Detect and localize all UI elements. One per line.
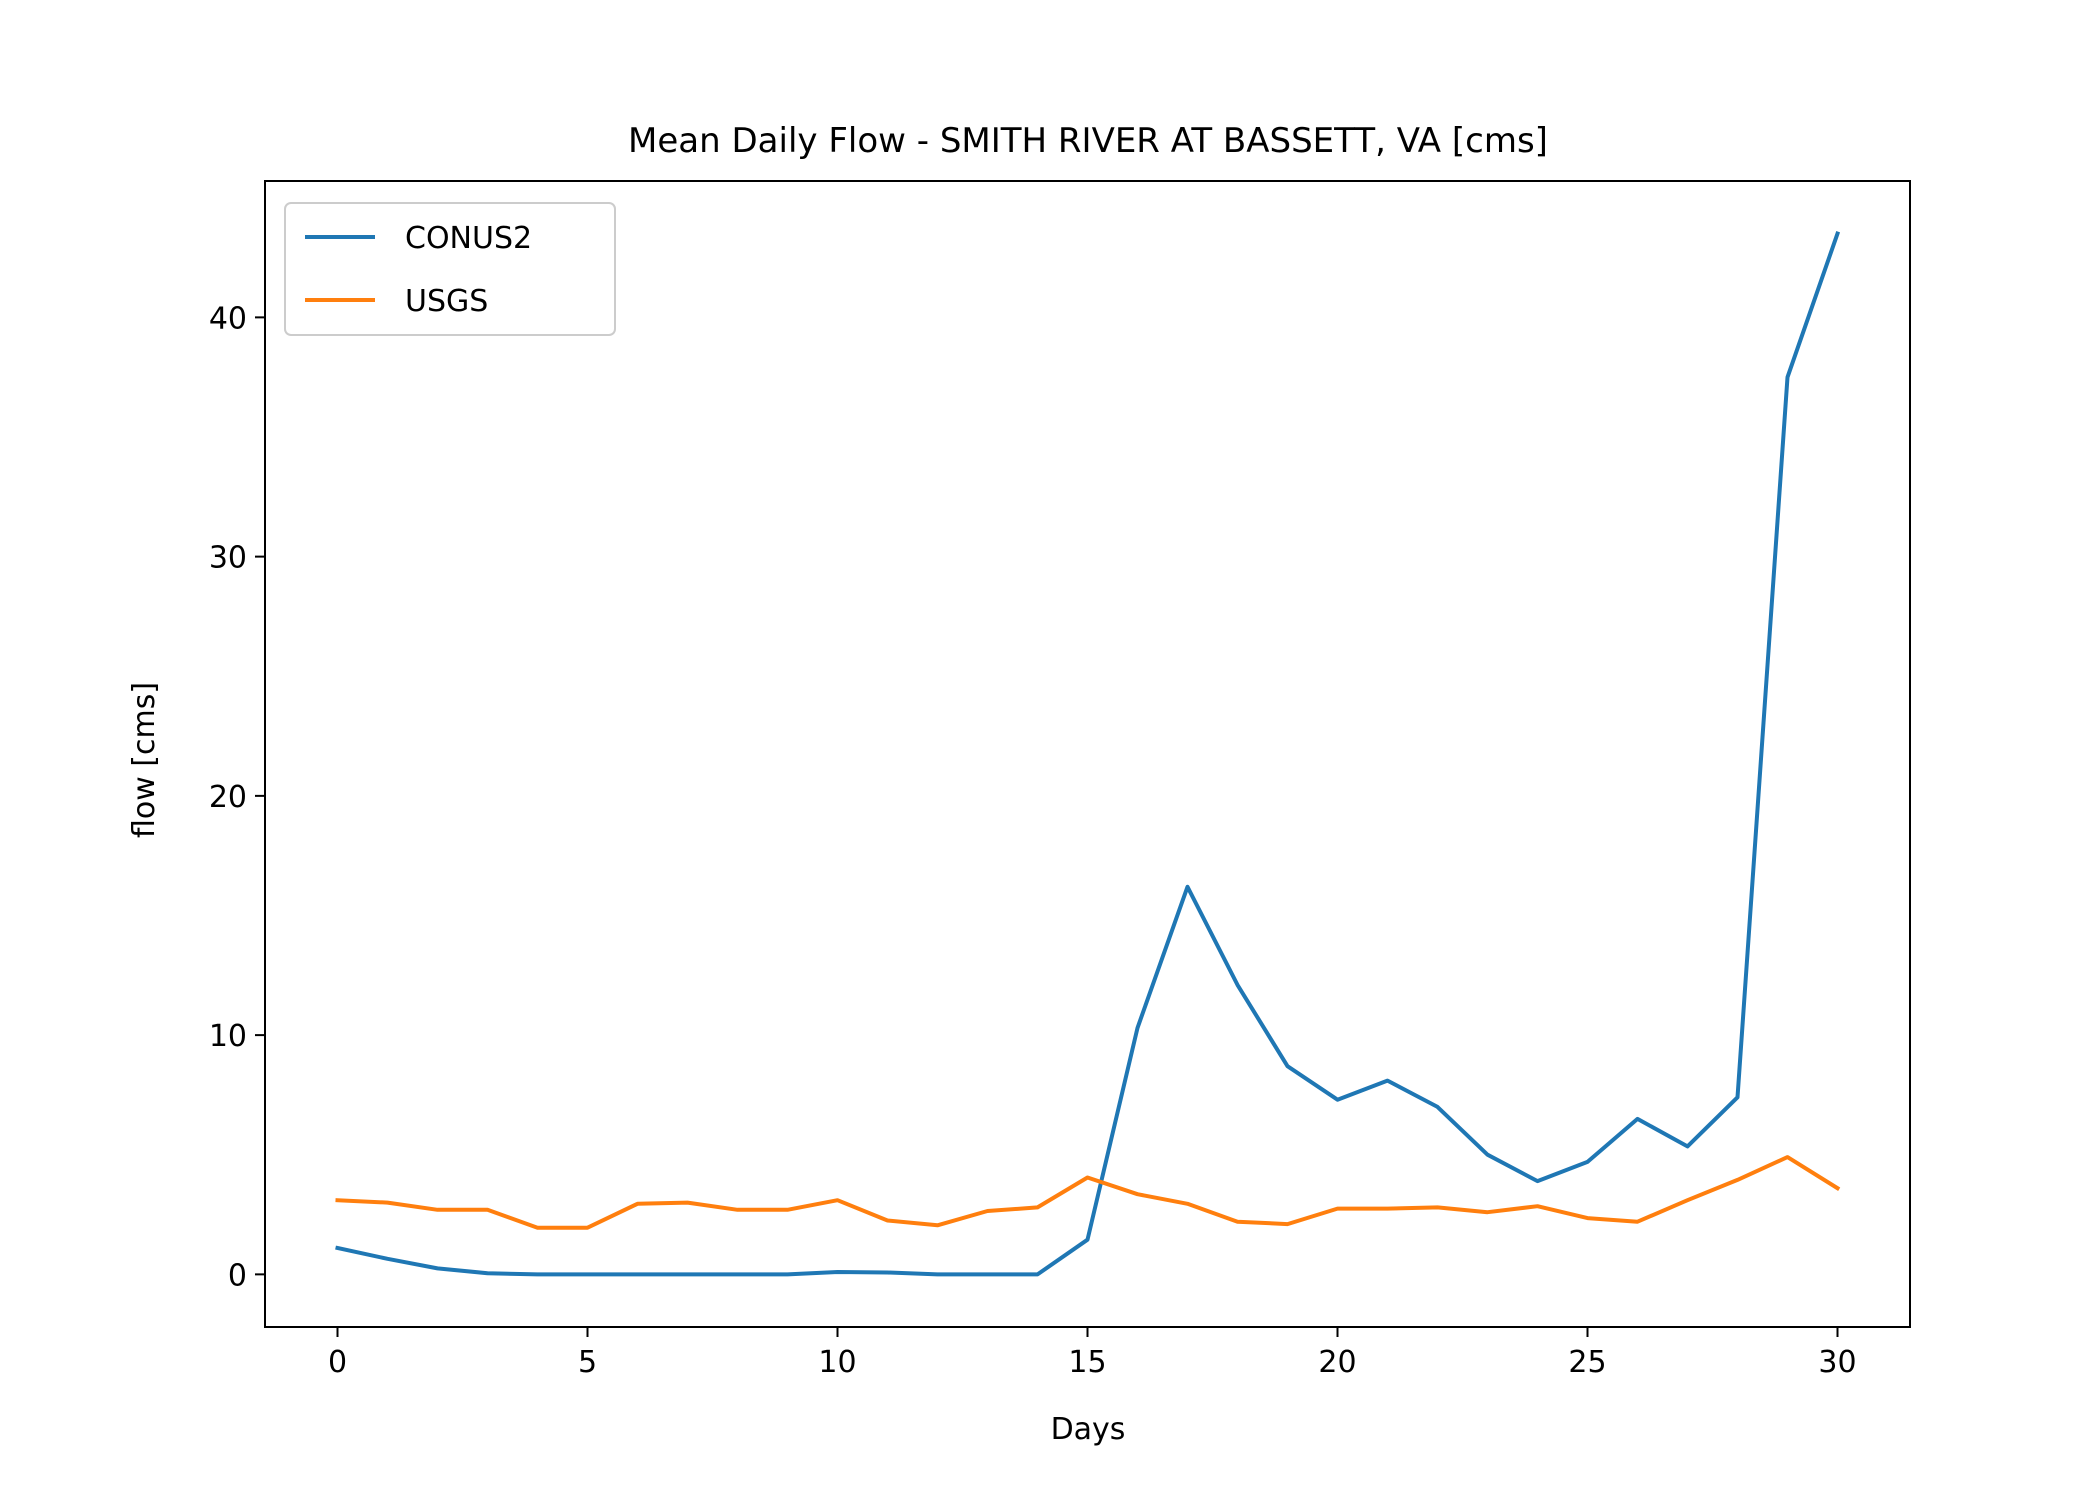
x-tick-label: 10 (818, 1345, 856, 1380)
series-line-conus2 (335, 231, 1841, 1277)
legend-label-usgs: USGS (405, 284, 488, 319)
legend-label-conus2: CONUS2 (405, 221, 532, 256)
x-axis-label: Days (1051, 1412, 1126, 1447)
chart-title: Mean Daily Flow - SMITH RIVER AT BASSETT… (628, 121, 1548, 161)
y-tick-label: 30 (209, 541, 247, 576)
y-tick-label: 10 (209, 1019, 247, 1054)
y-axis-label: flow [cms] (127, 682, 162, 838)
y-tick-label: 0 (228, 1258, 247, 1293)
series-line-usgs (335, 1155, 1841, 1230)
axes: 0 5 10 15 20 25 30 0 10 20 30 40 (209, 180, 1911, 1380)
x-tick-label: 0 (328, 1345, 347, 1380)
y-tick-label: 40 (209, 301, 247, 336)
x-tick-label: 25 (1568, 1345, 1606, 1380)
x-tick-label: 15 (1068, 1345, 1106, 1380)
y-tick-label: 20 (209, 780, 247, 815)
x-tick-label: 5 (578, 1345, 597, 1380)
legend: CONUS2 USGS (284, 202, 616, 336)
plot-area (335, 231, 1841, 1277)
x-tick-label: 30 (1818, 1345, 1856, 1380)
x-tick-label: 20 (1318, 1345, 1356, 1380)
plot-frame (264, 180, 1911, 1328)
